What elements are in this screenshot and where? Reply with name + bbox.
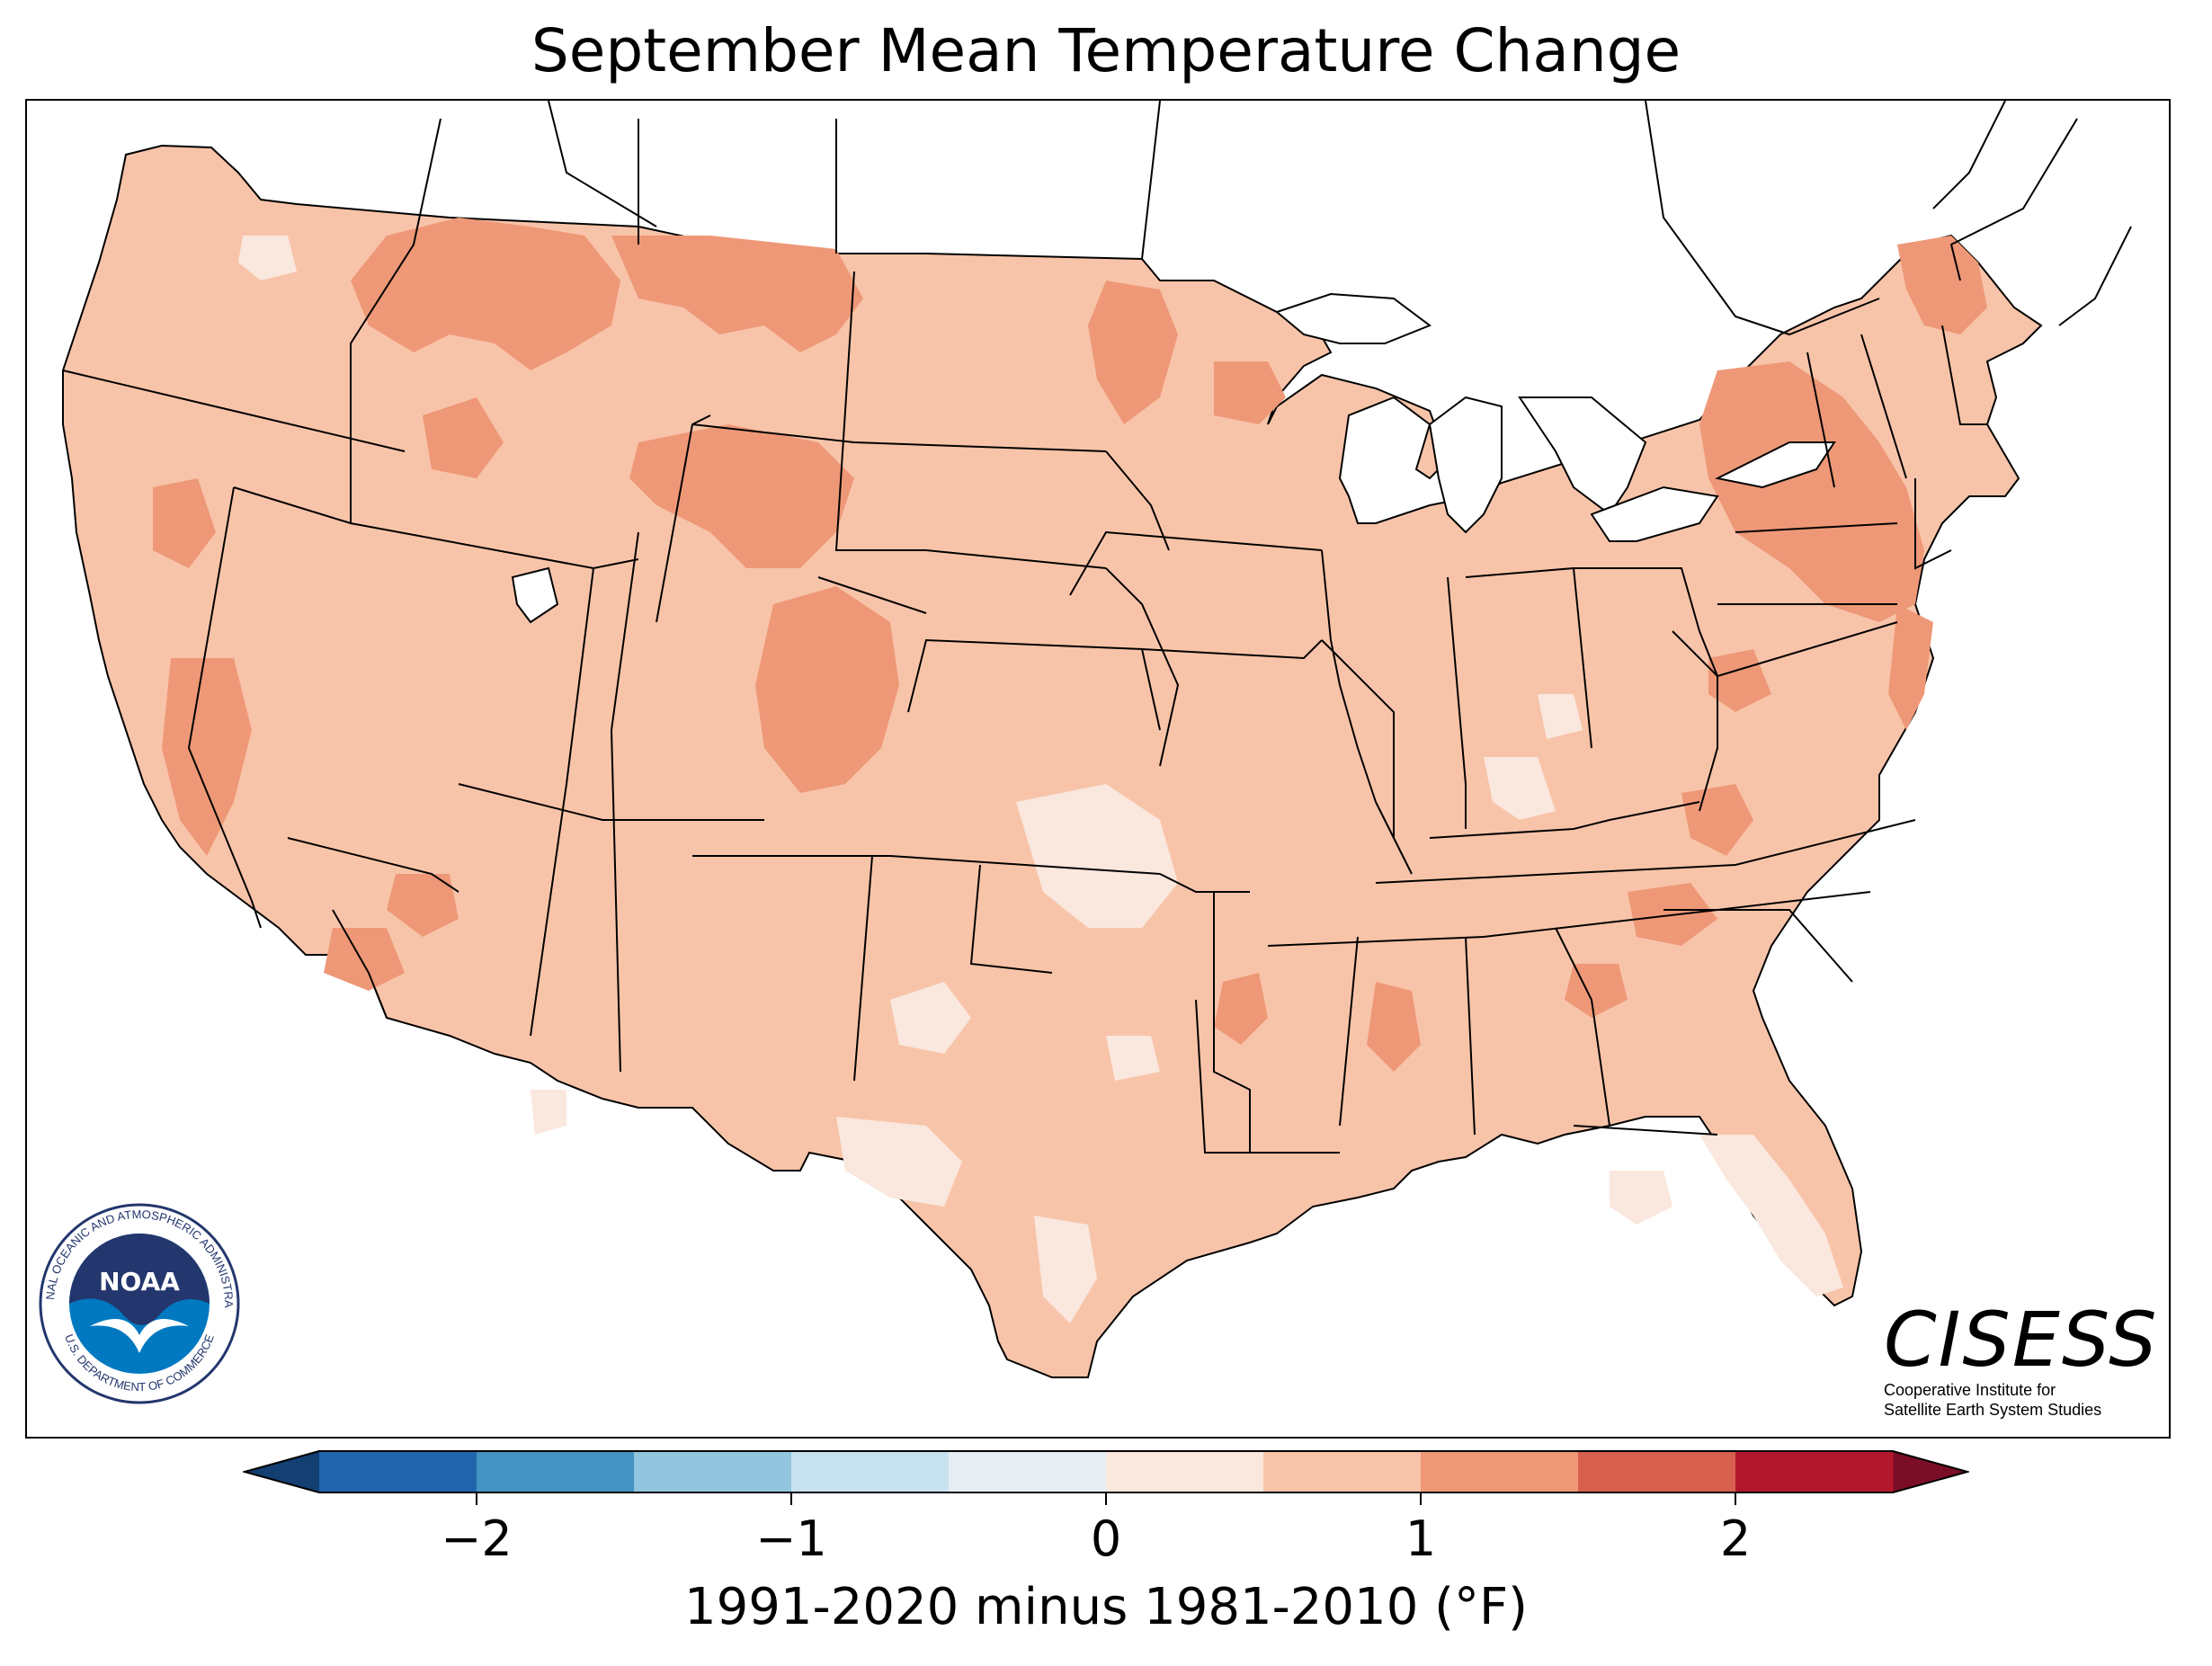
- colorbar-svg: −2 −1 0 1 2: [241, 1450, 1971, 1567]
- noaa-logo: NATIONAL OCEANIC AND ATMOSPHERIC ADMINIS…: [31, 1189, 243, 1407]
- colorbar-tick-label: −2: [441, 1510, 513, 1567]
- colorbar-bin: [1578, 1451, 1736, 1492]
- noaa-emblem: NATIONAL OCEANIC AND ATMOSPHERIC ADMINIS…: [31, 1189, 240, 1404]
- colorbar-bin: [791, 1451, 950, 1492]
- cisess-logo: CISESS Cooperative Institute for Satelli…: [1884, 1299, 2163, 1420]
- cisess-subtitle-line1: Cooperative Institute for: [1884, 1381, 2056, 1399]
- great-lakes: [511, 292, 1836, 624]
- colorbar-label: 1991-2020 minus 1981-2010 (°F): [683, 1578, 1529, 1636]
- colorbar-bin: [634, 1451, 792, 1492]
- colorbar-bin: [319, 1451, 477, 1492]
- colorbar-tick-label: −1: [755, 1510, 827, 1567]
- noaa-wordmark: NOAA: [99, 1267, 180, 1296]
- state-borders: [62, 101, 1987, 1154]
- colorbar-outline: [241, 1450, 1971, 1493]
- colorbar-bin: [1263, 1451, 1422, 1492]
- colorbar-bin: [949, 1451, 1107, 1492]
- colorbar: −2 −1 0 1 2: [241, 1446, 1971, 1580]
- colorbar-under-triangle: [245, 1451, 319, 1492]
- map-title: September Mean Temperature Change: [531, 16, 1681, 85]
- canada-outline: [548, 101, 2132, 336]
- colorbar-bin: [477, 1451, 635, 1492]
- cisess-subtitle-line2: Satellite Earth System Studies: [1884, 1401, 2102, 1419]
- colorbar-bin: [1735, 1451, 1894, 1492]
- colorbar-tick-label: 0: [1091, 1510, 1121, 1567]
- cool-anomaly-patches: [238, 236, 1843, 1323]
- warm-anomaly-patches: [153, 218, 1987, 1072]
- colorbar-tick-label: 1: [1405, 1510, 1436, 1567]
- colorbar-bin: [1421, 1451, 1579, 1492]
- colorbar-bin: [1106, 1451, 1264, 1492]
- cisess-wordmark: CISESS: [1884, 1296, 2159, 1384]
- colorbar-tick-label: 2: [1720, 1510, 1751, 1567]
- us-map: [62, 101, 2132, 1378]
- map-panel: [25, 99, 2171, 1439]
- colorbar-over-triangle: [1893, 1451, 1967, 1492]
